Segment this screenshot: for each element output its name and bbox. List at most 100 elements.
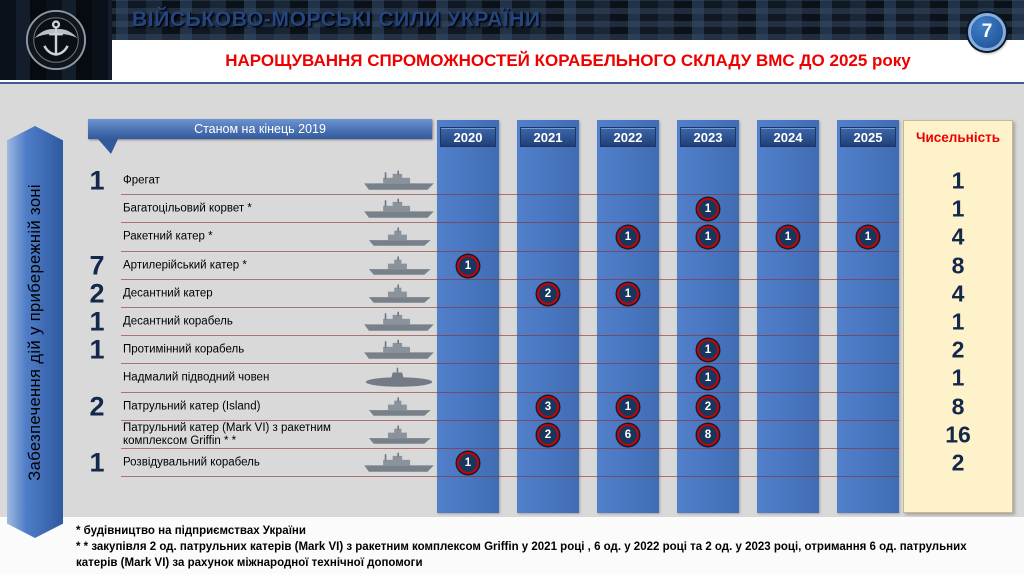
row-divider — [121, 391, 899, 393]
row-divider — [121, 278, 899, 280]
status-banner: Станом на кінець 2019 — [88, 119, 432, 154]
row-divider — [121, 335, 899, 337]
landing-ship-silhouette-icon — [361, 309, 437, 335]
recon-ship-silhouette-icon — [361, 450, 437, 476]
ship-name: Артилерійський катер * — [123, 259, 247, 272]
total-count: 4 — [951, 223, 965, 250]
slide-subtitle: НАРОЩУВАННЯ СПРОМОЖНОСТЕЙ КОРАБЕЛЬНОГО С… — [225, 51, 911, 70]
footnote-1: * будівництво на підприємствах України — [76, 525, 306, 537]
total-count: 8 — [951, 393, 965, 420]
year-header-2021: 2021 — [520, 127, 576, 147]
addition-badge: 1 — [697, 198, 719, 221]
baseline-count: 7 — [89, 250, 105, 281]
side-banner: Забезпечення дій у прибережній зоні — [7, 126, 63, 538]
addition-badge: 1 — [457, 254, 479, 277]
addition-badge: 1 — [697, 367, 719, 390]
artillery-boat-silhouette-icon — [361, 253, 437, 279]
ship-name: Патрульний катер (Mark VI) з ракетним ко… — [123, 421, 331, 447]
frigate-silhouette-icon — [361, 168, 437, 194]
total-count: 16 — [945, 421, 971, 448]
missile-boat-silhouette-icon — [361, 224, 437, 250]
ship-name: Фрегат — [123, 174, 160, 187]
addition-badge: 6 — [617, 423, 639, 446]
slide-title: ВІЙСЬКОВО-МОРСЬКІ СИЛИ УКРАЇНИ — [132, 8, 541, 31]
table-row: 2 Патрульний катер (Island) 8 3 1 2 — [75, 391, 1015, 422]
baseline-count: 2 — [89, 391, 105, 422]
addition-badge: 1 — [617, 282, 639, 305]
baseline-count: 1 — [89, 447, 105, 478]
addition-badge: 1 — [617, 395, 639, 418]
total-count: 1 — [951, 364, 965, 391]
table-row: 1 Десантний корабель 1 — [75, 306, 1015, 337]
row-divider — [121, 447, 899, 449]
total-column: Чисельність — [903, 120, 1013, 513]
total-count: 1 — [951, 195, 965, 222]
year-header-2024: 2024 — [760, 127, 816, 147]
addition-badge: 1 — [777, 226, 799, 249]
total-count: 1 — [951, 308, 965, 335]
patrol-boat-silhouette-icon — [361, 422, 437, 448]
midget-submarine-silhouette-icon — [361, 365, 437, 391]
page-number: 7 — [981, 21, 993, 42]
table-row: 1 Протимінний корабель 2 1 — [75, 334, 1015, 365]
header-band: ВІЙСЬКОВО-МОРСЬКІ СИЛИ УКРАЇНИ — [0, 0, 1024, 40]
navy-emblem-block — [0, 0, 112, 80]
row-divider — [121, 363, 899, 365]
footnotes-area: * будівництво на підприємствах України *… — [0, 517, 1024, 574]
table-row: Надмалий підводний човен 1 1 — [75, 364, 1015, 393]
status-banner-label: Станом на кінець 2019 — [194, 122, 326, 136]
footnote-2: * * закупівля 2 од. патрульних катерів (… — [76, 541, 967, 570]
baseline-count: 1 — [89, 306, 105, 337]
corvette-silhouette-icon — [361, 196, 437, 222]
banner-down-arrow-icon — [98, 139, 118, 154]
addition-badge: 1 — [697, 339, 719, 362]
baseline-count: 1 — [89, 165, 105, 196]
year-column-2021: 2021 — [517, 120, 579, 513]
year-column-2025: 2025 — [837, 120, 899, 513]
table-row: 1 Фрегат 1 — [75, 165, 1015, 196]
addition-badge: 2 — [537, 282, 559, 305]
total-count: 2 — [951, 449, 965, 476]
year-column-2022: 2022 — [597, 120, 659, 513]
ship-name: Розвідувальний корабель — [123, 456, 260, 469]
ship-name: Багатоцільовий корвет * — [123, 202, 252, 215]
addition-badge: 3 — [537, 395, 559, 418]
landing-boat-silhouette-icon — [361, 281, 437, 307]
year-column-2020: 2020 — [437, 120, 499, 513]
table-row: Патрульний катер (Mark VI) з ракетним ко… — [75, 421, 1015, 449]
addition-badge: 1 — [697, 226, 719, 249]
addition-badge: 8 — [697, 423, 719, 446]
content-area: Забезпечення дій у прибережній зоні Стан… — [0, 84, 1024, 574]
table-row: Багатоцільовий корвет * 1 1 — [75, 195, 1015, 224]
table-row: 1 Розвідувальний корабель 2 1 — [75, 447, 1015, 478]
total-column-header: Чисельність — [916, 130, 1000, 145]
row-divider — [121, 306, 899, 308]
year-header-2022: 2022 — [600, 127, 656, 147]
total-count: 2 — [951, 336, 965, 363]
navy-emblem-icon — [25, 9, 87, 71]
capability-table: 2020 2021 2022 2023 2024 2025 Чисельність 1 Фр… — [75, 115, 1015, 517]
ship-name: Ракетний катер * — [123, 231, 213, 244]
total-count: 1 — [951, 167, 965, 194]
table-row: 2 Десантний катер 4 2 1 — [75, 278, 1015, 308]
ship-name: Протимінний корабель — [123, 343, 245, 356]
year-header-2025: 2025 — [840, 127, 896, 147]
addition-badge: 1 — [457, 451, 479, 474]
ship-name: Патрульний катер (Island) — [123, 400, 261, 413]
header-underline — [0, 82, 1024, 84]
total-count: 8 — [951, 252, 965, 279]
subtitle-bar: НАРОЩУВАННЯ СПРОМОЖНОСТЕЙ КОРАБЕЛЬНОГО С… — [112, 40, 1024, 82]
addition-badge: 1 — [617, 226, 639, 249]
table-row: Ракетний катер * 4 1 1 1 1 — [75, 223, 1015, 252]
side-banner-label: Забезпечення дій у прибережній зоні — [25, 183, 44, 481]
ship-name: Десантний катер — [123, 287, 213, 300]
year-header-2023: 2023 — [680, 127, 736, 147]
addition-badge: 2 — [537, 423, 559, 446]
table-rows: 1 Фрегат 1 Багатоцільовий корвет * 1 1 Ракетни… — [75, 165, 1015, 478]
addition-badge: 2 — [697, 395, 719, 418]
ship-name: Надмалий підводний човен — [123, 371, 270, 384]
patrol-boat-silhouette-icon — [361, 394, 437, 420]
ship-name: Десантний корабель — [123, 315, 233, 328]
baseline-count: 1 — [89, 334, 105, 365]
mine-countermeasure-ship-silhouette-icon — [361, 337, 437, 363]
